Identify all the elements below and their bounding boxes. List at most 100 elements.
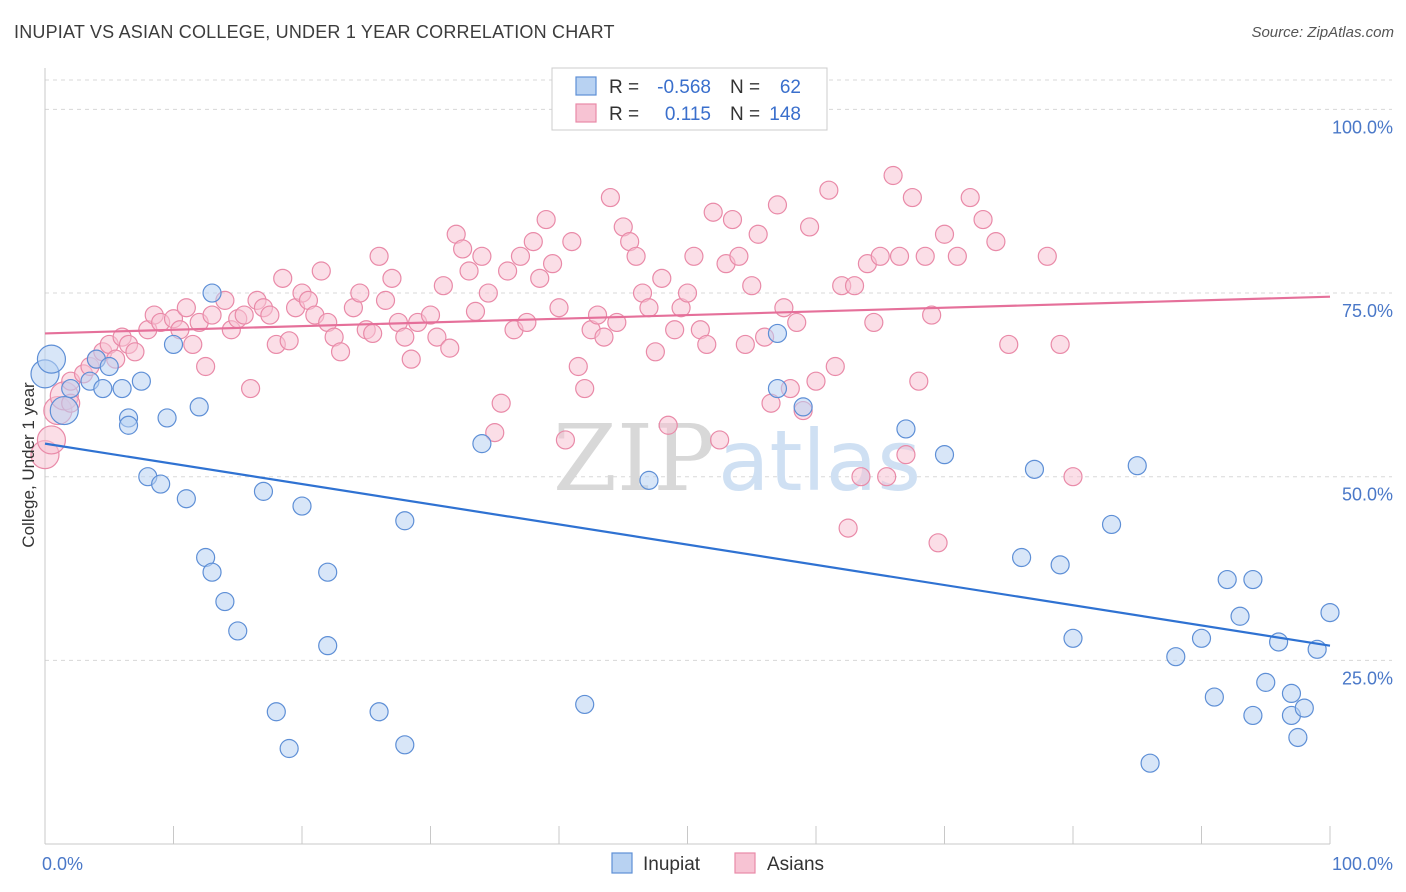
inupiat-point	[1217, 569, 1237, 590]
asians-point	[260, 305, 280, 325]
asians-point	[196, 356, 216, 377]
asians-point	[870, 246, 890, 266]
asians-point	[787, 312, 807, 333]
asians-point	[279, 331, 299, 351]
series-asians-points	[30, 165, 1083, 553]
tick-labels: 25.0% 50.0% 75.0% 100.0% 0.0% 100.0%	[42, 117, 1393, 874]
inupiat-point	[279, 738, 299, 759]
trend-line-asians	[44, 295, 1331, 335]
asians-point	[896, 445, 916, 465]
asians-point	[562, 232, 582, 252]
inupiat-point	[1320, 602, 1340, 623]
asians-point	[960, 187, 980, 208]
inupiat-point	[292, 496, 312, 516]
inupiat-point	[1256, 672, 1276, 692]
inupiat-point	[1166, 647, 1186, 667]
inupiat-point	[266, 702, 286, 722]
inupiat-point	[157, 408, 177, 428]
asians-point	[658, 415, 678, 435]
asians-point	[587, 305, 608, 325]
inupiat-point	[228, 621, 248, 641]
asians-point	[838, 518, 858, 538]
asians-point	[934, 224, 955, 244]
inupiat-point	[131, 371, 151, 391]
legend-swatch-inupiat	[611, 852, 633, 874]
watermark: ZIP atlas	[553, 405, 921, 512]
legend-swatch-asians	[734, 852, 756, 874]
asians-point	[36, 425, 67, 455]
legend-n-value: 148	[769, 104, 801, 125]
y-tick-label: 50.0%	[1342, 485, 1393, 505]
asians-point	[600, 187, 621, 208]
inupiat-point	[189, 397, 209, 417]
legend-n-label: N =	[730, 104, 760, 125]
y-tick-label: 75.0%	[1342, 301, 1393, 321]
asians-point	[909, 371, 929, 391]
inupiat-point	[36, 344, 67, 374]
asians-point	[999, 334, 1019, 355]
asians-point	[645, 342, 665, 362]
inupiat-point	[369, 702, 389, 722]
asians-point	[973, 209, 993, 230]
asians-point	[369, 246, 389, 266]
x-tick-label: 100.0%	[1332, 854, 1393, 874]
asians-point	[125, 342, 145, 362]
inupiat-point	[767, 323, 788, 344]
asians-point	[234, 305, 254, 325]
inupiat-point	[1127, 456, 1147, 476]
asians-point	[902, 187, 922, 208]
asians-point	[433, 276, 453, 296]
legend-label-inupiat: Inupiat	[643, 854, 701, 875]
asians-point	[710, 430, 730, 450]
inupiat-point	[318, 636, 338, 656]
watermark-zip: ZIP	[553, 405, 715, 512]
asians-point	[530, 268, 550, 288]
asians-point	[665, 320, 685, 340]
asians-point	[330, 342, 351, 362]
asians-point	[575, 378, 595, 399]
grid	[45, 79, 1392, 661]
asians-point	[594, 327, 614, 347]
asians-point	[395, 327, 415, 347]
asians-point	[420, 305, 441, 325]
asians-point	[202, 305, 222, 325]
asians-point	[568, 356, 588, 377]
asians-point	[555, 430, 576, 450]
asians-point	[485, 423, 505, 443]
inupiat-point	[151, 474, 171, 494]
asians-point	[639, 298, 659, 318]
asians-point	[864, 312, 884, 333]
inupiat-point	[318, 562, 338, 582]
asians-point	[851, 467, 871, 487]
asians-point	[928, 533, 948, 553]
asians-point	[472, 246, 492, 266]
inupiat-point	[639, 470, 659, 490]
asians-point	[542, 254, 563, 274]
asians-point	[382, 268, 402, 288]
asians-point	[536, 209, 556, 230]
asians-point	[401, 349, 421, 369]
series-inupiat-points	[30, 283, 1340, 773]
asians-point	[947, 246, 967, 266]
inupiat-point	[1243, 705, 1263, 726]
inupiat-point	[1288, 727, 1308, 748]
asians-point	[684, 246, 704, 266]
inupiat-point	[934, 445, 955, 465]
y-axis-label: College, Under 1 year	[19, 382, 38, 548]
legend-n-value: 62	[780, 77, 801, 98]
legend-n-label: N =	[730, 77, 760, 98]
inupiat-point	[253, 481, 274, 501]
inupiat-point	[118, 415, 139, 435]
inupiat-point	[1024, 459, 1045, 479]
inupiat-point	[1011, 547, 1032, 568]
inupiat-point	[49, 395, 79, 426]
legend-r-label: R =	[609, 104, 639, 125]
inupiat-point	[1294, 698, 1314, 718]
inupiat-point	[793, 397, 813, 417]
inupiat-point	[1063, 628, 1083, 648]
asians-point	[523, 232, 543, 252]
asians-point	[742, 276, 762, 296]
asians-point	[697, 334, 717, 355]
inupiat-point	[163, 334, 184, 355]
asians-point	[363, 323, 383, 344]
